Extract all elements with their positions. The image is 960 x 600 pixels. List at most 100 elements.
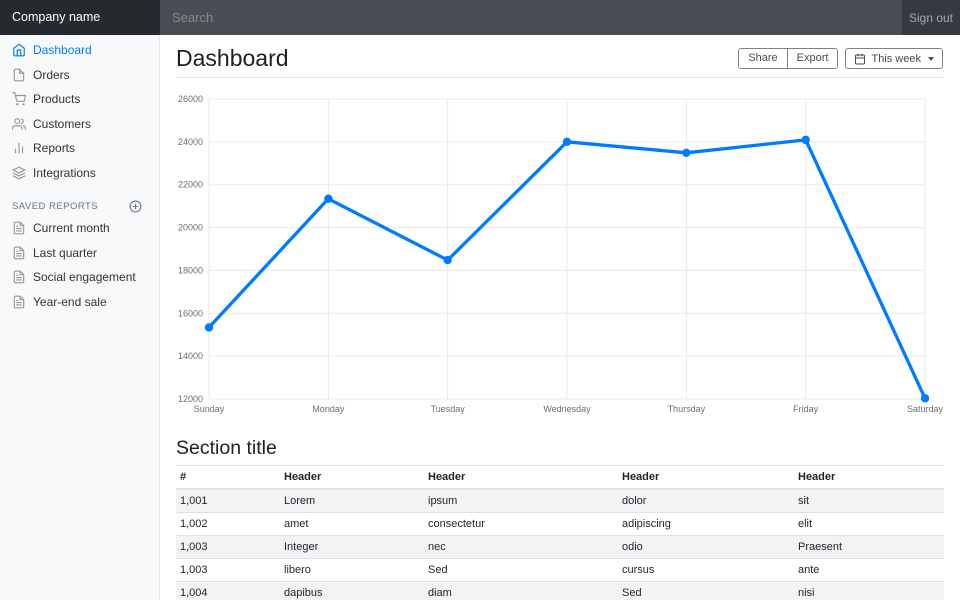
users-icon	[12, 117, 26, 131]
sidebar-item-last-quarter[interactable]: Last quarter	[0, 241, 159, 266]
sidebar-item-label: Dashboard	[33, 43, 92, 58]
brand-link[interactable]: Company name	[0, 0, 160, 35]
table-cell: Lorem	[280, 488, 424, 513]
column-header: #	[176, 465, 280, 490]
table-row: 1,003 libero Sed cursus ante	[176, 558, 944, 582]
table-cell: 1,003	[176, 558, 280, 582]
share-button[interactable]: Share	[739, 49, 787, 68]
svg-text:18000: 18000	[178, 265, 203, 275]
sidebar-item-label: Integrations	[33, 165, 96, 180]
column-header: Header	[280, 465, 424, 490]
sign-out-link[interactable]: Sign out	[908, 10, 954, 25]
table-cell: cursus	[618, 558, 794, 582]
svg-text:Tuesday: Tuesday	[431, 404, 466, 414]
sidebar-item-customers[interactable]: Customers	[0, 112, 159, 137]
svg-text:12000: 12000	[178, 394, 203, 404]
table-header-row: # Header Header Header Header	[176, 465, 944, 490]
home-icon	[12, 43, 26, 57]
table-cell: ante	[794, 558, 944, 582]
saved-reports-heading: SAVED REPORTS	[12, 200, 99, 212]
table-cell: ipsum	[424, 488, 618, 513]
table-cell: nisi	[794, 581, 944, 600]
file-icon	[12, 68, 26, 82]
layers-icon	[12, 166, 26, 180]
shopping-cart-icon	[12, 92, 26, 106]
calendar-icon	[854, 53, 866, 65]
file-text-icon	[12, 221, 26, 235]
sidebar-item-label: Customers	[33, 116, 92, 131]
bar-chart-icon	[12, 141, 26, 155]
sidebar: Dashboard Orders Products Customers Repo…	[0, 35, 160, 600]
sidebar-item-label: Reports	[33, 141, 76, 156]
section-title: Section title	[176, 437, 277, 459]
export-button[interactable]: Export	[786, 49, 838, 68]
table-cell: Integer	[280, 535, 424, 559]
data-table: # Header Header Header Header 1,001 Lore…	[176, 465, 944, 600]
saved-reports-header: SAVED REPORTS	[0, 196, 159, 216]
column-header: Header	[794, 465, 944, 490]
table-cell: odio	[618, 535, 794, 559]
svg-text:Friday: Friday	[793, 404, 819, 414]
sidebar-item-label: Orders	[33, 67, 70, 82]
traffic-line-chart: 12000 14000 16000 18000 20000 22000 24000 26000…	[178, 94, 944, 414]
table-cell: amet	[280, 512, 424, 536]
plus-circle-icon[interactable]	[129, 200, 142, 213]
svg-text:Sunday: Sunday	[194, 404, 225, 414]
column-header: Header	[424, 465, 618, 490]
table-cell: libero	[280, 558, 424, 582]
svg-text:14000: 14000	[178, 351, 203, 361]
table-row: 1,001 Lorem ipsum dolor sit	[176, 488, 944, 513]
table-cell: 1,004	[176, 581, 280, 600]
share-export-button-group: Share Export	[738, 48, 839, 69]
sidebar-item-label: Year-end sale	[33, 294, 107, 309]
sidebar-item-label: Social engagement	[33, 270, 136, 285]
sidebar-item-products[interactable]: Products	[0, 87, 159, 112]
chevron-down-icon	[928, 56, 934, 61]
sidebar-item-dashboard[interactable]: Dashboard	[0, 38, 159, 63]
week-dropdown-label: This week	[871, 52, 921, 65]
table-cell: adipiscing	[618, 512, 794, 536]
sidebar-item-social-engagement[interactable]: Social engagement	[0, 265, 159, 290]
sidebar-item-integrations[interactable]: Integrations	[0, 161, 159, 186]
table-cell: nec	[424, 535, 618, 559]
svg-text:Wednesday: Wednesday	[543, 404, 591, 414]
table-cell: Praesent	[794, 535, 944, 559]
toolbar: Share Export This week	[738, 48, 943, 69]
table-row: 1,002 amet consectetur adipiscing elit	[176, 512, 944, 536]
search-input[interactable]	[160, 0, 902, 35]
table-cell: dapibus	[280, 581, 424, 600]
svg-text:26000: 26000	[178, 94, 203, 104]
sidebar-item-label: Last quarter	[33, 245, 98, 260]
file-text-icon	[12, 295, 26, 309]
sidebar-item-reports[interactable]: Reports	[0, 136, 159, 161]
sidebar-item-current-month[interactable]: Current month	[0, 216, 159, 241]
svg-text:Thursday: Thursday	[668, 404, 706, 414]
sidebar-item-year-end-sale[interactable]: Year-end sale	[0, 290, 159, 315]
table-row: 1,003 Integer nec odio Praesent	[176, 535, 944, 559]
table-row: 1,004 dapibus diam Sed nisi	[176, 581, 944, 600]
week-dropdown-button[interactable]: This week	[845, 48, 943, 69]
page-title: Dashboard	[176, 45, 289, 71]
table-cell: 1,003	[176, 535, 280, 559]
table-cell: elit	[794, 512, 944, 536]
table-cell: sit	[794, 488, 944, 513]
table-cell: consectetur	[424, 512, 618, 536]
header-divider	[176, 77, 944, 78]
sidebar-item-label: Products	[33, 92, 81, 107]
sidebar-item-label: Current month	[33, 221, 110, 236]
svg-text:24000: 24000	[178, 137, 203, 147]
svg-text:Saturday: Saturday	[907, 404, 944, 414]
table-cell: 1,002	[176, 512, 280, 536]
table-cell: 1,001	[176, 488, 280, 513]
sidebar-item-orders[interactable]: Orders	[0, 63, 159, 88]
top-navbar: Company name Sign out	[0, 0, 960, 35]
file-text-icon	[12, 270, 26, 284]
table-cell: Sed	[618, 581, 794, 600]
svg-text:20000: 20000	[178, 223, 203, 233]
table-cell: Sed	[424, 558, 618, 582]
svg-text:16000: 16000	[178, 308, 203, 318]
column-header: Header	[618, 465, 794, 490]
svg-text:22000: 22000	[178, 180, 203, 190]
file-text-icon	[12, 246, 26, 260]
